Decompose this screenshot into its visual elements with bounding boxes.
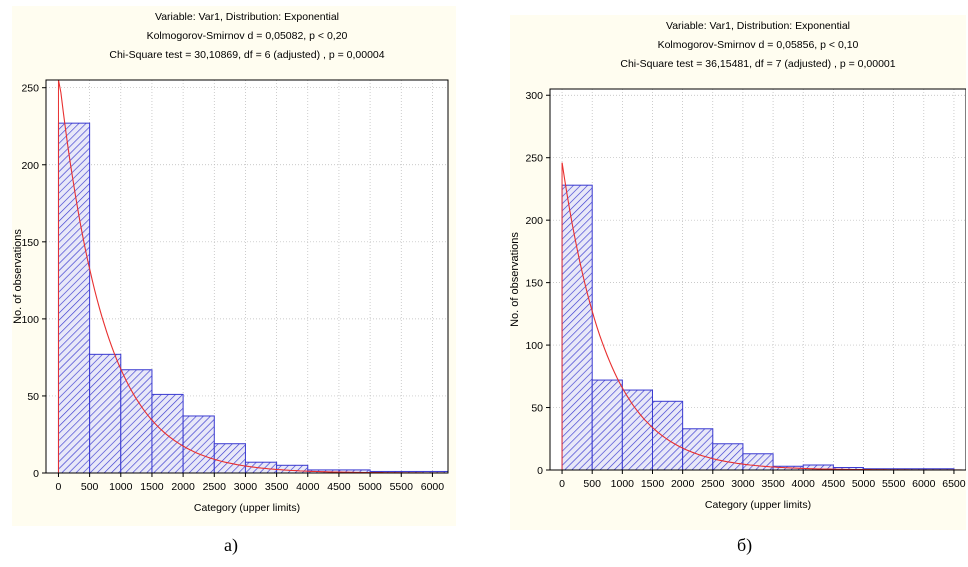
x-axis-label: Category (upper limits) bbox=[705, 499, 811, 511]
x-tick-label: 2500 bbox=[203, 481, 227, 493]
histogram-bar bbox=[682, 428, 714, 471]
x-tick-label: 4500 bbox=[822, 478, 846, 490]
x-tick-label: 1500 bbox=[641, 478, 665, 490]
x-tick-label: 3000 bbox=[731, 478, 755, 490]
histogram-b: Variable: Var1, Distribution: Exponentia… bbox=[509, 15, 967, 530]
y-tick-label: 300 bbox=[525, 90, 543, 102]
x-tick-label: 0 bbox=[559, 478, 565, 490]
y-axis-label: No. of observations bbox=[12, 229, 24, 324]
histogram-bar bbox=[89, 353, 122, 474]
caption-a: а) bbox=[224, 535, 238, 555]
x-tick-label: 4000 bbox=[792, 478, 816, 490]
x-tick-label: 500 bbox=[81, 481, 99, 493]
title-line: Chi-Square test = 36,15481, df = 7 (adju… bbox=[620, 58, 895, 70]
x-tick-label: 3000 bbox=[234, 481, 258, 493]
y-tick-label: 150 bbox=[525, 278, 543, 290]
y-tick-label: 150 bbox=[21, 237, 39, 249]
y-tick-label: 200 bbox=[21, 160, 39, 172]
x-tick-label: 4500 bbox=[327, 481, 351, 493]
histogram-panel-b: Variable: Var1, Distribution: Exponentia… bbox=[509, 15, 967, 530]
histogram-bar bbox=[591, 379, 623, 471]
histogram-bar bbox=[561, 184, 593, 471]
caption-b: б) bbox=[737, 535, 753, 555]
title-line: Kolmogorov-Smirnov d = 0,05856, p < 0,10 bbox=[658, 39, 859, 51]
plot-frame bbox=[45, 79, 449, 474]
histogram-bar bbox=[57, 122, 91, 474]
x-tick-label: 5000 bbox=[852, 478, 876, 490]
histogram-bar bbox=[213, 443, 246, 474]
x-tick-label: 500 bbox=[583, 478, 601, 490]
title-line: Kolmogorov-Smirnov d = 0,05082, p < 0,20 bbox=[147, 30, 348, 42]
y-tick-label: 100 bbox=[21, 314, 39, 326]
histogram-bar bbox=[621, 389, 653, 471]
y-tick-label: 100 bbox=[525, 340, 543, 352]
histogram-bar bbox=[120, 369, 153, 474]
title-line: Chi-Square test = 30,10869, df = 6 (adju… bbox=[109, 49, 384, 61]
x-tick-label: 5500 bbox=[390, 481, 414, 493]
x-tick-label: 4000 bbox=[296, 481, 320, 493]
histogram-bar bbox=[276, 464, 309, 474]
x-tick-label: 1000 bbox=[109, 481, 133, 493]
x-tick-label: 6500 bbox=[942, 478, 966, 490]
histogram-panel-a: Variable: Var1, Distribution: Exponentia… bbox=[12, 6, 456, 526]
x-tick-label: 6000 bbox=[912, 478, 936, 490]
histogram-bar bbox=[651, 400, 684, 471]
x-tick-label: 1500 bbox=[140, 481, 164, 493]
x-tick-label: 1000 bbox=[611, 478, 635, 490]
y-tick-label: 0 bbox=[537, 465, 543, 477]
histogram-bar bbox=[742, 453, 774, 471]
x-tick-label: 3500 bbox=[761, 478, 785, 490]
y-tick-label: 50 bbox=[531, 403, 543, 415]
x-tick-label: 2000 bbox=[671, 478, 695, 490]
x-tick-label: 0 bbox=[56, 481, 62, 493]
y-axis-label: No. of observations bbox=[510, 232, 521, 327]
y-tick-label: 250 bbox=[21, 83, 39, 95]
x-tick-label: 2500 bbox=[701, 478, 725, 490]
x-tick-label: 2000 bbox=[171, 481, 195, 493]
x-axis-label: Category (upper limits) bbox=[194, 502, 300, 514]
y-tick-label: 50 bbox=[27, 391, 39, 403]
x-tick-label: 6000 bbox=[421, 481, 445, 493]
histogram-bar bbox=[151, 393, 184, 474]
x-tick-label: 5500 bbox=[882, 478, 906, 490]
histogram-bar bbox=[712, 443, 744, 471]
title-line: Variable: Var1, Distribution: Exponentia… bbox=[666, 20, 850, 32]
title-line: Variable: Var1, Distribution: Exponentia… bbox=[155, 11, 339, 23]
x-tick-label: 5000 bbox=[358, 481, 382, 493]
y-tick-label: 0 bbox=[33, 468, 39, 480]
histogram-bar bbox=[182, 415, 215, 474]
y-tick-label: 250 bbox=[525, 153, 543, 165]
y-tick-label: 200 bbox=[525, 215, 543, 227]
histogram-a: Variable: Var1, Distribution: Exponentia… bbox=[12, 6, 456, 526]
x-tick-label: 3500 bbox=[265, 481, 289, 493]
